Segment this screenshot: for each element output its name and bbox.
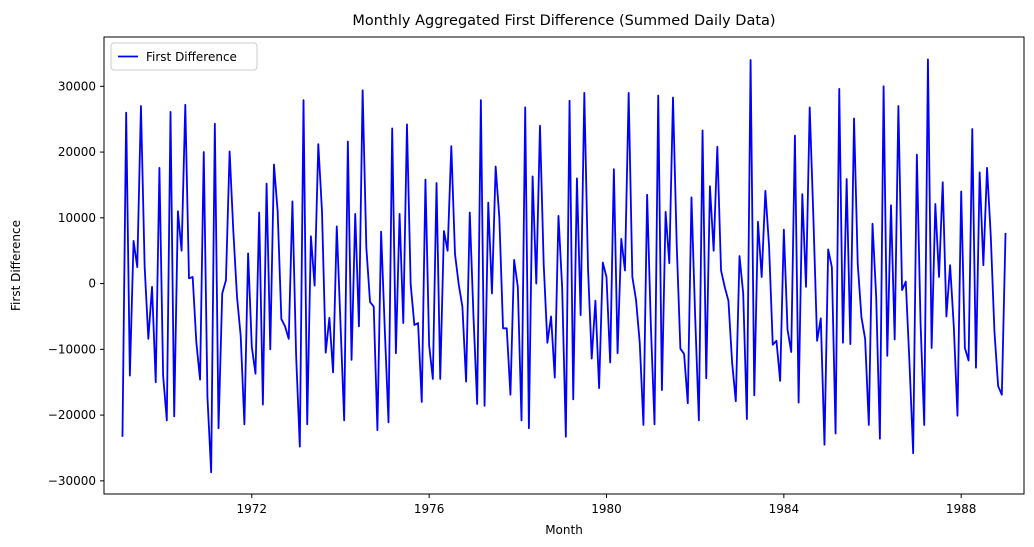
legend: First Difference xyxy=(110,42,258,71)
y-tick-label: −10000 xyxy=(48,342,96,356)
legend-box xyxy=(110,42,258,71)
x-tick-label: 1976 xyxy=(414,502,445,516)
series-line-first-difference xyxy=(121,58,1007,474)
y-tick-label: −30000 xyxy=(48,474,96,488)
y-tick-label: 20000 xyxy=(58,145,96,159)
x-tick-label: 1988 xyxy=(946,502,977,516)
chart-title: Monthly Aggregated First Difference (Sum… xyxy=(352,13,775,29)
x-tick-label: 1984 xyxy=(769,502,800,516)
x-tick-label: 1972 xyxy=(237,502,268,516)
y-tick-label: −20000 xyxy=(48,408,96,422)
y-tick-label: 30000 xyxy=(58,79,96,93)
legend-entry-first-difference: First Difference xyxy=(146,50,237,64)
x-tick-label: 1980 xyxy=(591,502,622,516)
plot-frame xyxy=(103,36,1025,495)
y-tick-label: 0 xyxy=(88,277,96,291)
y-tick-label: 10000 xyxy=(58,211,96,225)
y-axis-label: First Difference xyxy=(9,220,23,311)
x-axis-label: Month xyxy=(545,523,583,537)
